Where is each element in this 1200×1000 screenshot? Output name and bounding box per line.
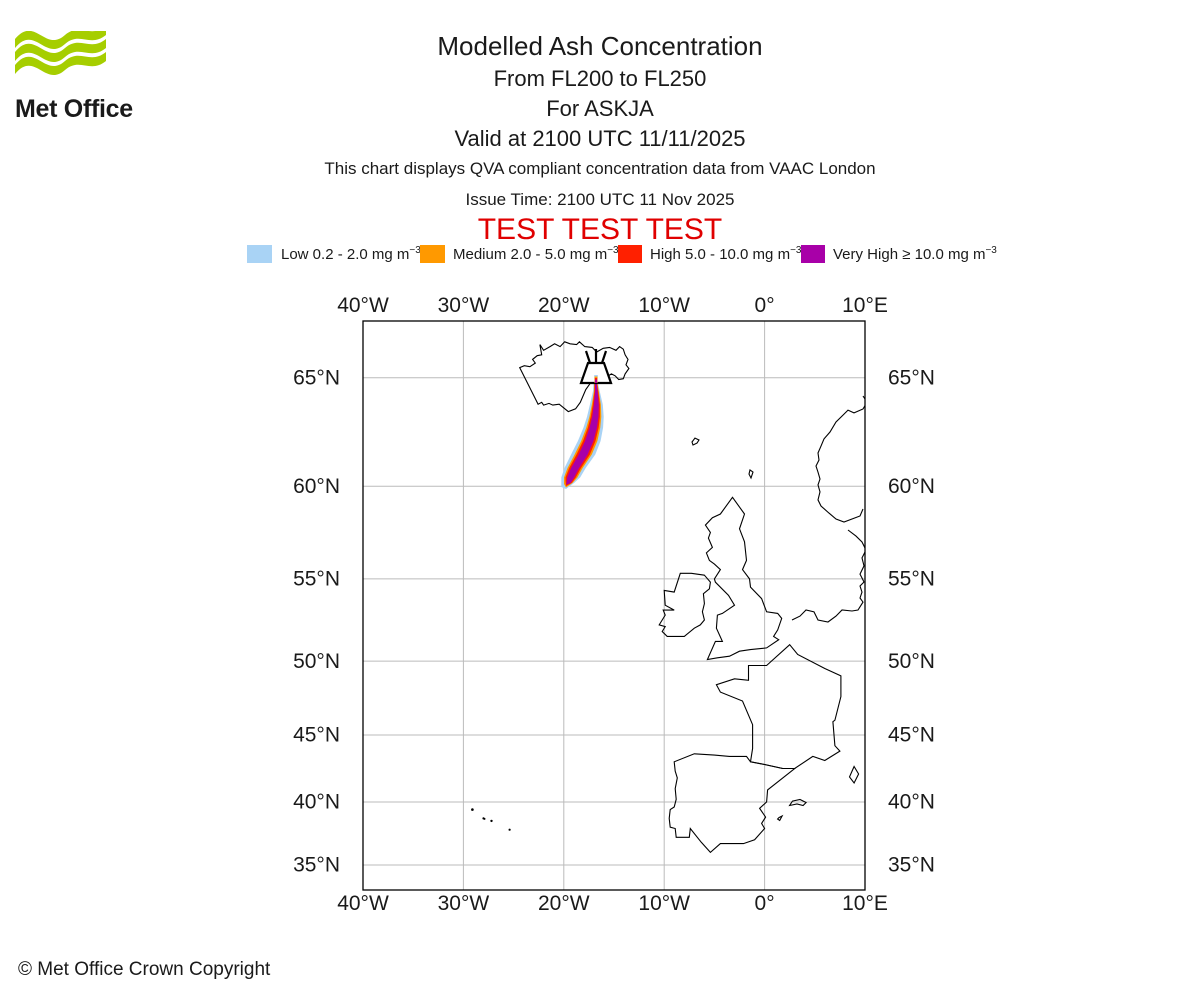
svg-text:35°N: 35°N [293, 854, 340, 877]
svg-text:65°N: 65°N [888, 367, 935, 390]
svg-text:10°W: 10°W [638, 892, 690, 915]
svg-text:35°N: 35°N [888, 854, 935, 877]
svg-text:40°N: 40°N [888, 791, 935, 814]
svg-text:40°W: 40°W [337, 892, 389, 915]
svg-text:30°W: 30°W [438, 892, 490, 915]
svg-text:10°E: 10°E [842, 892, 888, 915]
svg-text:40°W: 40°W [337, 294, 389, 317]
svg-text:50°N: 50°N [293, 650, 340, 673]
svg-text:20°W: 20°W [538, 892, 590, 915]
svg-text:45°N: 45°N [293, 724, 340, 747]
svg-text:0°: 0° [755, 892, 775, 915]
svg-text:60°N: 60°N [888, 475, 935, 498]
svg-text:10°E: 10°E [842, 294, 888, 317]
svg-text:40°N: 40°N [293, 791, 340, 814]
svg-text:30°W: 30°W [438, 294, 490, 317]
svg-text:55°N: 55°N [293, 568, 340, 591]
svg-text:© Met Office Crown Copyright: © Met Office Crown Copyright [18, 959, 271, 980]
svg-text:0°: 0° [755, 294, 775, 317]
svg-text:45°N: 45°N [888, 724, 935, 747]
svg-text:65°N: 65°N [293, 367, 340, 390]
svg-text:60°N: 60°N [293, 475, 340, 498]
svg-text:55°N: 55°N [888, 568, 935, 591]
svg-text:10°W: 10°W [638, 294, 690, 317]
svg-text:20°W: 20°W [538, 294, 590, 317]
svg-text:50°N: 50°N [888, 650, 935, 673]
